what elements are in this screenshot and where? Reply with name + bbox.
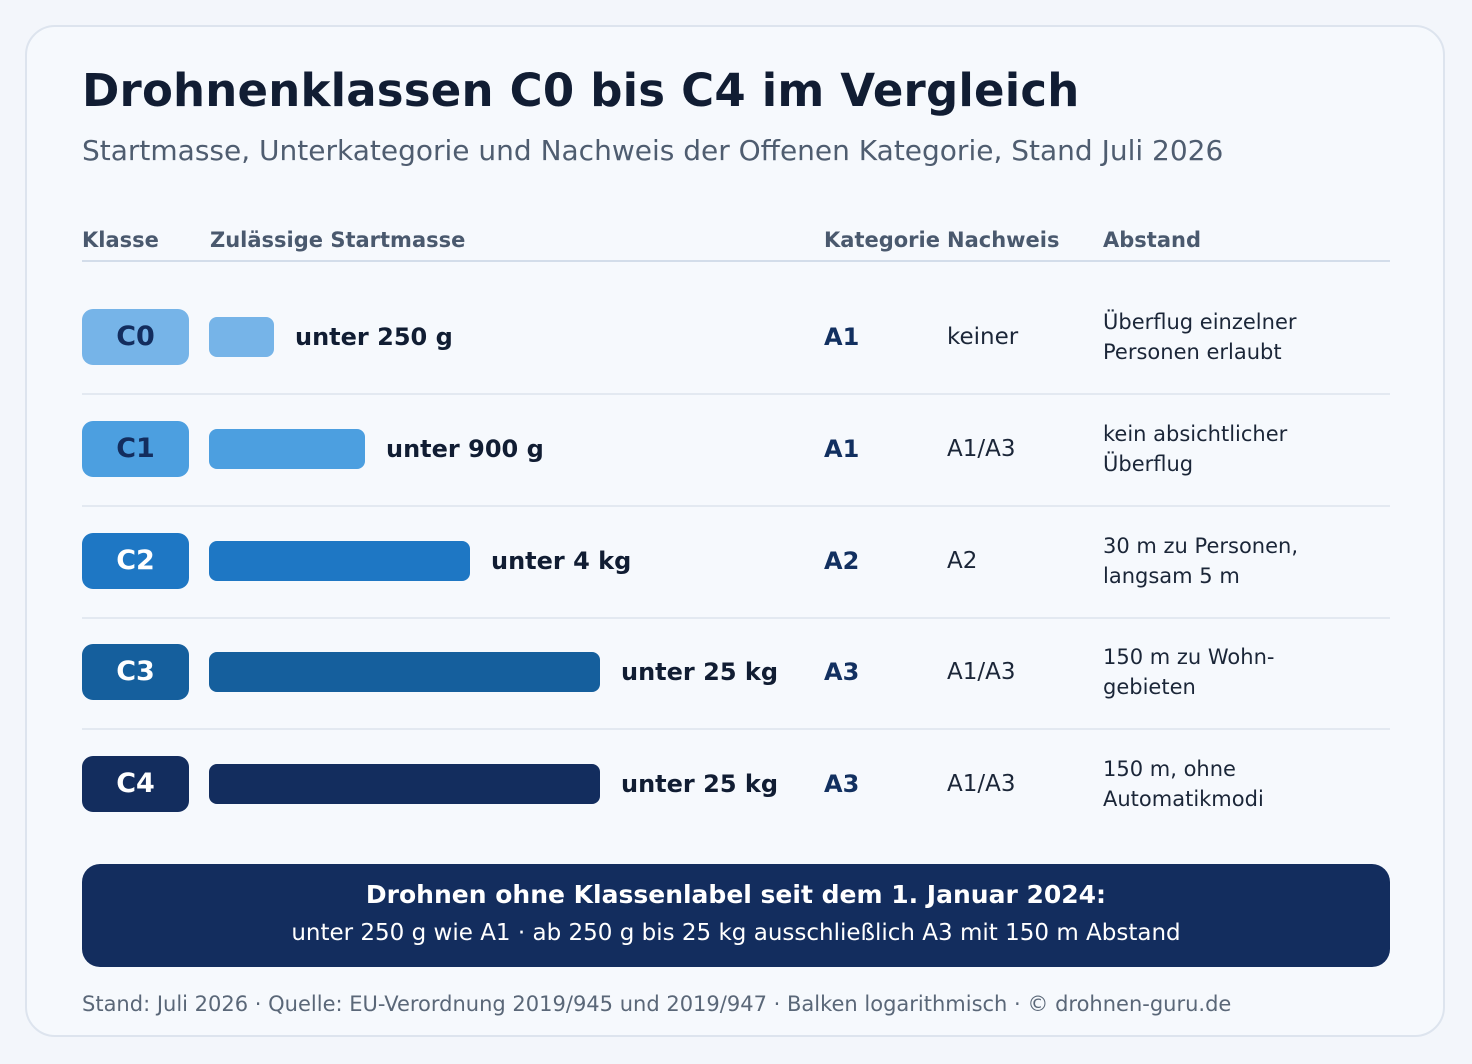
distance-text-c0: Überflug einzelner Personen erlaubt [1103,307,1343,367]
distance-line: langsam 5 m [1103,564,1240,588]
mass-bar-c0 [209,317,274,357]
proof-value-c3: A1/A3 [947,659,1016,685]
mass-bar-c3 [209,652,600,692]
header-divider [82,260,1390,262]
column-header-klasse: Klasse [82,228,159,252]
distance-text-c2: 30 m zu Personen, langsam 5 m [1103,531,1343,591]
category-value-c0: A1 [824,323,860,351]
distance-line: 30 m zu Personen, [1103,534,1299,558]
proof-value-c4: A1/A3 [947,771,1016,797]
distance-line: Überflug einzelner [1103,310,1297,334]
column-header-nachweis: Nachweis [947,228,1060,252]
class-badge-c0: C0 [82,309,189,365]
distance-text-c3: 150 m zu Wohn-gebieten [1103,642,1343,702]
row-divider [82,505,1390,507]
banner-title: Drohnen ohne Klassenlabel seit dem 1. Ja… [365,880,1107,909]
mass-label-c4: unter 25 kg [621,770,779,798]
distance-line: 150 m zu Wohn- [1103,645,1275,669]
category-value-c1: A1 [824,435,860,463]
chart-subtitle: Startmasse, Unterkategorie und Nachweis … [82,134,1224,167]
banner-text: unter 250 g wie A1 · ab 250 g bis 25 kg … [291,920,1181,946]
class-badge-c4: C4 [82,756,189,812]
category-value-c3: A3 [824,658,860,686]
row-divider [82,728,1390,730]
row-divider [82,393,1390,395]
distance-line: Automatikmodi [1103,787,1264,811]
class-badge-c2: C2 [82,533,189,589]
mass-bar-c2 [209,541,470,581]
proof-value-c0: keiner [947,324,1019,350]
chart-title: Drohnenklassen C0 bis C4 im Vergleich [82,64,1080,117]
column-header-startmasse: Zulässige Startmasse [210,228,466,252]
distance-text-c1: kein absichtlicher Überflug [1103,419,1343,479]
distance-line: 150 m, ohne [1103,757,1236,781]
mass-label-c1: unter 900 g [386,435,544,463]
mass-label-c2: unter 4 kg [491,547,632,575]
row-divider [82,617,1390,619]
proof-value-c2: A2 [947,548,978,574]
mass-bar-c4 [209,764,600,804]
mass-label-c3: unter 25 kg [621,658,779,686]
distance-line: Überflug [1103,452,1194,476]
class-badge-c3: C3 [82,644,189,700]
distance-line: Personen erlaubt [1103,340,1282,364]
column-header-abstand: Abstand [1103,228,1201,252]
mass-label-c0: unter 250 g [295,323,453,351]
category-value-c4: A3 [824,770,860,798]
distance-line: gebieten [1103,675,1196,699]
class-badge-c1: C1 [82,421,189,477]
mass-bar-c1 [209,429,365,469]
distance-line: kein absichtlicher [1103,422,1288,446]
distance-text-c4: 150 m, ohne Automatikmodi [1103,754,1343,814]
proof-value-c1: A1/A3 [947,436,1016,462]
column-header-kategorie: Kategorie [824,228,940,252]
info-banner: Drohnen ohne Klassenlabel seit dem 1. Ja… [82,864,1390,967]
footer-source: Stand: Juli 2026 · Quelle: EU-Verordnung… [82,992,1232,1016]
category-value-c2: A2 [824,547,860,575]
